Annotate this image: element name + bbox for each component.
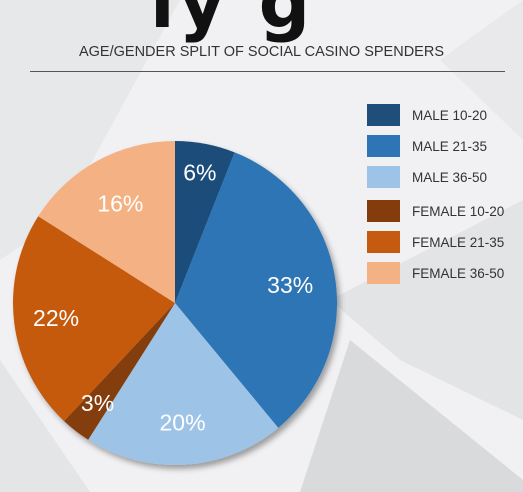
legend-swatch: [367, 104, 400, 126]
pie-label: 6%: [183, 160, 216, 186]
legend-item: MALE 36-50: [367, 166, 504, 188]
pie-slice-male-36-50: [88, 303, 279, 465]
legend-item: MALE 10-20: [367, 104, 504, 126]
legend-swatch: [367, 200, 400, 222]
legend-label: FEMALE 10-20: [412, 203, 505, 219]
legend-label: FEMALE 36-50: [412, 265, 505, 281]
legend-item: MALE 21-35: [367, 135, 504, 157]
legend-item: FEMALE 10-20: [367, 200, 504, 222]
legend: MALE 10-20 MALE 21-35 MALE 36-50 FEMALE 10-…: [367, 104, 504, 293]
legend-label: MALE 10-20: [412, 107, 488, 123]
pie-label: 3%: [81, 390, 114, 416]
pie-slice-female-10-20: [64, 303, 175, 440]
legend-swatch: [367, 135, 400, 157]
pie-label: 20%: [160, 410, 206, 436]
legend-item: FEMALE 36-50: [367, 262, 504, 284]
pie-label: 16%: [97, 191, 143, 217]
pie-slice-female-36-50: [38, 141, 176, 303]
pie-slice-male-21-35: [175, 152, 337, 428]
legend-swatch: [367, 231, 400, 253]
legend-item: FEMALE 21-35: [367, 231, 504, 253]
pie-slice-female-21-35: [12, 216, 175, 422]
legend-label: MALE 21-35: [412, 138, 488, 154]
pie-label: 33%: [267, 272, 313, 298]
pie-slice-male-10-20: [175, 141, 235, 303]
legend-swatch: [367, 166, 400, 188]
title-divider: [30, 71, 505, 72]
legend-label: FEMALE 21-35: [412, 234, 505, 250]
legend-swatch: [367, 262, 400, 284]
pie-label: 22%: [33, 305, 79, 331]
legend-label: MALE 36-50: [412, 169, 488, 185]
chart-title: AGE/GENDER SPLIT OF SOCIAL CASINO SPENDE…: [78, 44, 444, 60]
header-title-fragment: ly g: [150, 0, 315, 44]
